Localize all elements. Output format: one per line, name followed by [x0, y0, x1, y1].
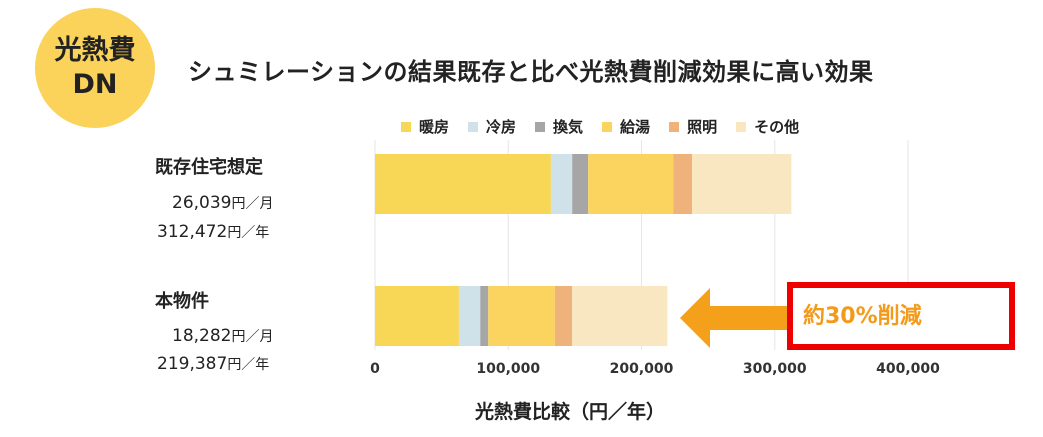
category-badge: 光熱費 DN	[35, 8, 155, 128]
existing-monthly-unit: 円／月	[231, 196, 274, 212]
legend-label-cooling: 冷房	[486, 118, 517, 136]
existing-monthly-value: 26,039	[172, 193, 232, 213]
bar-segment-hotwater-row-2	[488, 286, 555, 346]
legend-swatch-cooling	[468, 121, 479, 132]
reduction-callout: 約30%削減	[787, 282, 1015, 350]
bar-segment-lighting-row-1	[673, 154, 693, 214]
legend-label-hotwater: 給湯	[620, 118, 651, 136]
legend-item-ventilation: 換気	[535, 116, 583, 137]
legend-item-cooling: 冷房	[468, 116, 516, 137]
bar-segment-hotwater-row-1	[588, 154, 674, 214]
legend-swatch-other	[736, 121, 747, 132]
bar-segment-heating-row-1	[375, 154, 551, 214]
property-monthly-cost: 18,282円／月	[172, 326, 273, 346]
legend-swatch-hotwater	[602, 121, 613, 132]
legend-label-other: その他	[754, 118, 800, 136]
existing-yearly-value: 312,472	[157, 222, 228, 242]
legend-item-hotwater: 給湯	[602, 116, 650, 137]
bar-segment-other-row-1	[692, 154, 792, 214]
legend-swatch-heating	[401, 121, 411, 132]
bar-segment-other-row-2	[572, 286, 668, 346]
bar-segment-ventilation-row-2	[480, 286, 489, 346]
legend-label-ventilation: 換気	[553, 118, 584, 136]
x-tick-label-4: 400,000	[876, 361, 940, 377]
chart-title: シュミレーションの結果既存と比べ光熱費削減効果に高い効果	[188, 58, 874, 86]
row-label-existing: 既存住宅想定	[155, 157, 263, 178]
reduction-arrow	[680, 288, 792, 348]
badge-line-1: 光熱費	[54, 35, 136, 66]
legend-swatch-ventilation	[535, 121, 546, 132]
bar-segment-ventilation-row-1	[572, 154, 589, 214]
bar-segment-cooling-row-1	[550, 154, 573, 214]
property-yearly-cost: 219,387円／年	[157, 354, 269, 374]
existing-monthly-cost: 26,039円／月	[172, 193, 273, 213]
existing-yearly-unit: 円／年	[227, 225, 270, 241]
legend-label-lighting: 照明	[687, 118, 718, 136]
property-yearly-unit: 円／年	[227, 357, 270, 373]
legend-label-heating: 暖房	[419, 118, 450, 136]
x-tick-label-0: 0	[370, 361, 380, 377]
legend: 暖房 冷房 換気 給湯 照明 その他	[401, 116, 818, 137]
reduction-callout-text: 約30%削減	[803, 304, 922, 329]
bar-segment-cooling-row-2	[458, 286, 481, 346]
legend-item-other: その他	[736, 116, 799, 137]
existing-yearly-cost: 312,472円／年	[157, 222, 269, 242]
legend-swatch-lighting	[669, 121, 680, 132]
badge-line-2: DN	[72, 69, 118, 100]
property-monthly-value: 18,282	[172, 326, 232, 346]
bar-segment-lighting-row-2	[554, 286, 573, 346]
x-tick-label-1: 100,000	[476, 361, 540, 377]
row-label-property: 本物件	[155, 291, 209, 312]
bar-segment-heating-row-2	[375, 286, 459, 346]
property-yearly-value: 219,387	[157, 354, 228, 374]
property-monthly-unit: 円／月	[231, 329, 274, 345]
x-axis-label: 光熱費比較（円／年）	[475, 401, 666, 423]
legend-item-lighting: 照明	[669, 116, 717, 137]
x-tick-label-2: 200,000	[610, 361, 674, 377]
x-tick-label-3: 300,000	[743, 361, 807, 377]
legend-item-heating: 暖房	[401, 116, 449, 137]
